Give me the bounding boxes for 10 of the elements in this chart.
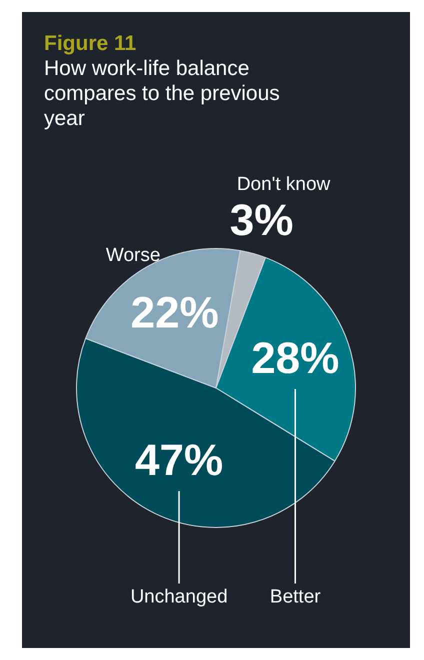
data-label: 47% xyxy=(135,436,224,486)
chart-title: Figure 11 xyxy=(44,32,138,56)
slice-label: Worse xyxy=(106,244,160,266)
slice-label: Unchanged xyxy=(130,586,228,608)
chart-subtitle: How work-life balance compares to the previous year xyxy=(44,56,281,131)
data-label: 28% xyxy=(251,334,340,384)
data-label: 3% xyxy=(230,196,294,245)
data-label: 22% xyxy=(130,288,219,338)
slice-label: Better xyxy=(270,586,322,608)
slice-label: Don't know xyxy=(236,174,331,195)
